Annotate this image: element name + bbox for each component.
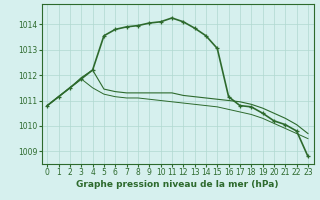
X-axis label: Graphe pression niveau de la mer (hPa): Graphe pression niveau de la mer (hPa) xyxy=(76,180,279,189)
